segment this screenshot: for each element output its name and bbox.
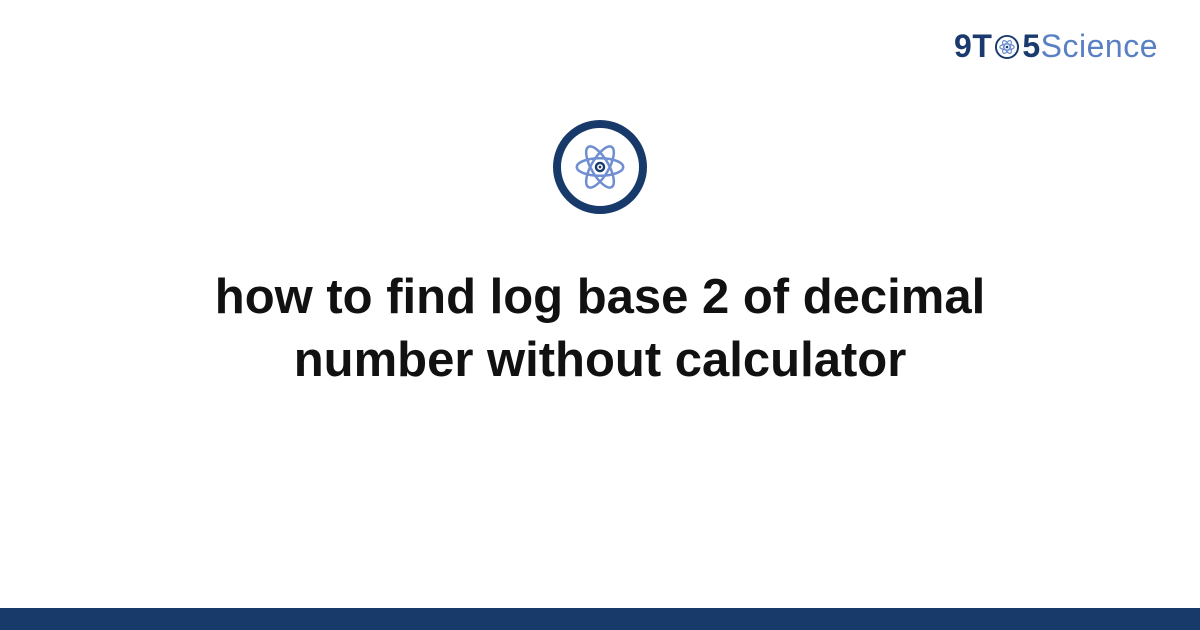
page-title: how to find log base 2 of decimal number… xyxy=(100,266,1100,391)
atom-badge xyxy=(553,120,647,214)
atom-icon xyxy=(993,33,1021,61)
footer-bar xyxy=(0,608,1200,630)
brand-word: Science xyxy=(1041,28,1158,65)
main-content: how to find log base 2 of decimal number… xyxy=(0,120,1200,391)
atom-icon xyxy=(571,138,629,196)
brand-prefix: 9T xyxy=(954,28,992,65)
brand-logo: 9T 5 Science xyxy=(954,28,1158,65)
brand-suffix: 5 xyxy=(1022,28,1040,65)
